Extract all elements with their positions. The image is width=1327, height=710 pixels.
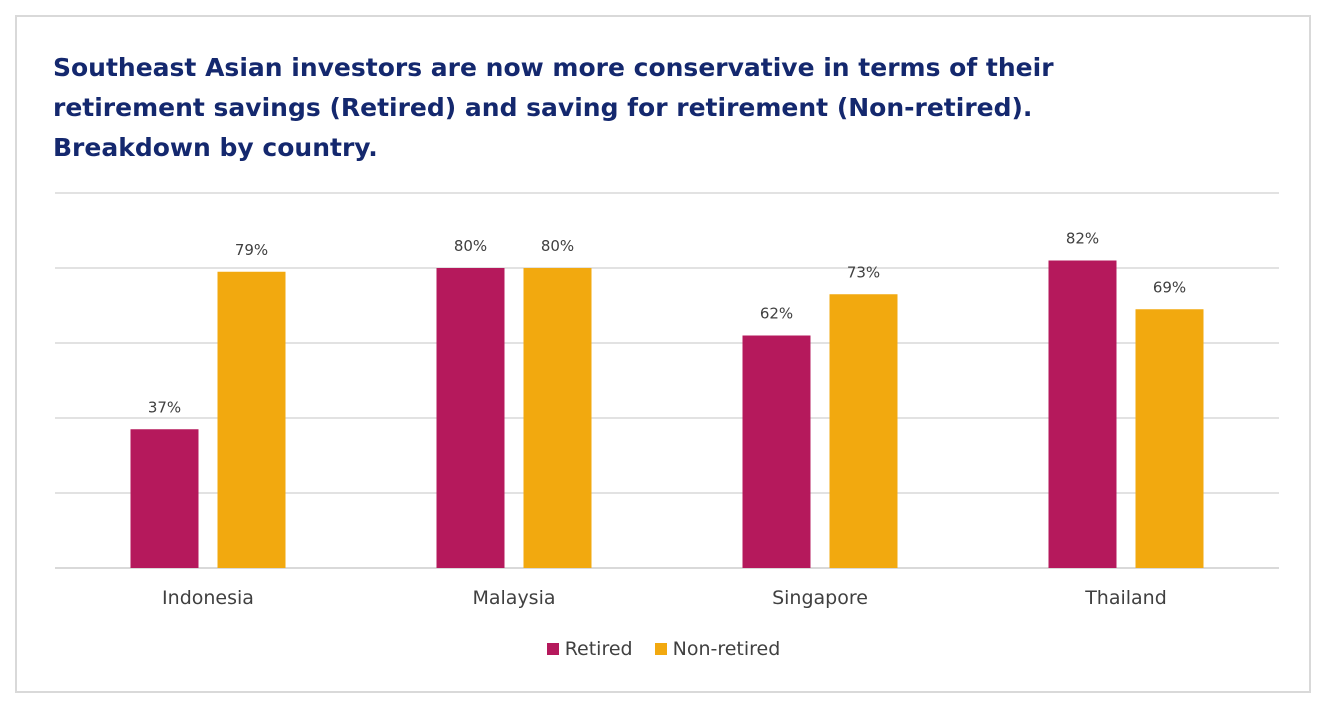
legend: Retired Non-retired xyxy=(0,638,1327,660)
data-label: 80% xyxy=(541,237,574,255)
legend-label-retired: Retired xyxy=(564,638,633,660)
bar-non-retired-thailand xyxy=(1135,309,1204,568)
legend-item-non-retired: Non-retired xyxy=(654,638,781,660)
data-label: 79% xyxy=(235,241,268,259)
data-label: 73% xyxy=(847,263,880,281)
bar-retired-thailand xyxy=(1048,260,1117,568)
legend-swatch-non-retired xyxy=(654,643,667,655)
data-label: 82% xyxy=(1066,230,1099,248)
chart-title-line-3: Breakdown by country. xyxy=(53,133,378,162)
x-tick-label: Indonesia xyxy=(162,587,254,609)
chart-title-line-1: Southeast Asian investors are now more c… xyxy=(53,53,1054,82)
x-tick-label: Malaysia xyxy=(472,587,555,609)
x-tick-label: Thailand xyxy=(1084,587,1167,609)
bar-retired-malaysia xyxy=(436,268,505,568)
bar-retired-singapore xyxy=(742,335,811,568)
data-label: 69% xyxy=(1153,278,1186,296)
chart-title-line-2: retirement savings (Retired) and saving … xyxy=(53,93,1033,122)
chart-title: Southeast Asian investors are now more c… xyxy=(53,48,1054,168)
x-tick-label: Singapore xyxy=(772,587,868,609)
bar-non-retired-malaysia xyxy=(523,268,592,568)
bar-non-retired-indonesia xyxy=(217,271,286,568)
data-label: 37% xyxy=(148,398,181,416)
bar-non-retired-singapore xyxy=(829,294,898,568)
legend-label-non-retired: Non-retired xyxy=(672,638,781,660)
legend-item-retired: Retired xyxy=(546,638,633,660)
data-label: 62% xyxy=(760,305,793,323)
bar-retired-indonesia xyxy=(130,429,199,568)
data-label: 80% xyxy=(454,237,487,255)
legend-swatch-retired xyxy=(546,643,559,655)
